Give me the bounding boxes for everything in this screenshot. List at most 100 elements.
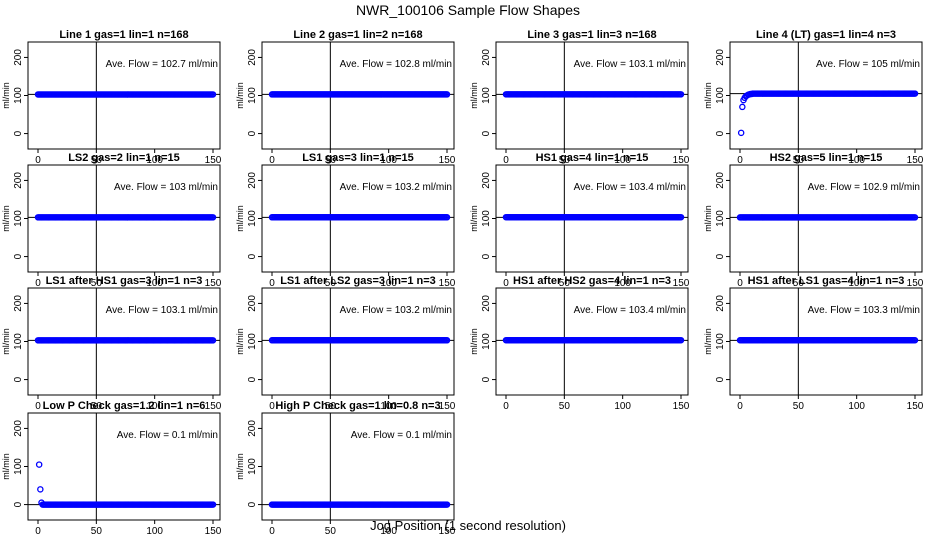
panel-4: Line 4 (LT) gas=1 lin=4 n=3 0 50 100 150 0 100… (703, 29, 924, 166)
x-tick-label: 50 (793, 155, 805, 166)
panel-11: HS1 after HS2 gas=4 lin=1 n=3 0 50 100 150 0 1… (469, 275, 690, 412)
y-tick-label: 0 (247, 501, 258, 507)
y-tick-label: 100 (715, 210, 726, 227)
average-flow-label: Ave. Flow = 103.1 ml/min (106, 305, 218, 316)
x-tick-label: 0 (269, 526, 275, 537)
panel-title: Low P Check gas=1.2 lin=1 n=6 (43, 400, 206, 412)
x-tick-label: 0 (35, 526, 41, 537)
data-point (209, 501, 217, 508)
panel-14: High P Check gas=1 lin=0.8 n=30 50 100 1500… (235, 400, 456, 537)
data-point (677, 213, 685, 221)
x-tick-label: 100 (146, 401, 163, 412)
x-tick-label: 150 (439, 401, 456, 412)
data-point (35, 461, 43, 468)
average-flow-label: Ave. Flow = 103.4 ml/min (574, 305, 686, 316)
x-tick-label: 150 (673, 401, 690, 412)
y-axis-label: ml/min (1, 205, 11, 232)
x-tick-label: 100 (146, 155, 163, 166)
data-point (911, 214, 919, 221)
average-flow-label: Ave. Flow = 103.1 ml/min (574, 59, 686, 70)
x-tick-label: 100 (146, 278, 163, 289)
x-tick-label: 0 (269, 278, 275, 289)
x-tick-label: 150 (907, 278, 924, 289)
y-tick-label: 100 (247, 87, 258, 104)
data-point (209, 91, 217, 98)
y-tick-label: 100 (247, 210, 258, 227)
average-flow-label: Ave. Flow = 0.1 ml/min (351, 430, 452, 441)
y-axis-label: ml/min (235, 205, 245, 232)
panel-13: Low P Check gas=1.2 lin=1 n=60 50 100 15001… (1, 400, 222, 537)
y-axis-label: ml/min (1, 82, 11, 109)
y-tick-label: 0 (247, 253, 258, 259)
y-tick-label: 200 (481, 295, 492, 312)
panel-title: LS1 gas=3 lin=1 n=15 (302, 152, 414, 164)
y-tick-label: 100 (715, 333, 726, 350)
average-flow-label: Ave. Flow = 102.9 ml/min (808, 182, 920, 193)
panel-title: Line 3 gas=1 lin=3 n=168 (527, 29, 656, 41)
panel-title: Line 2 gas=1 lin=2 n=168 (293, 29, 422, 41)
data-point (739, 103, 746, 111)
y-axis-label: ml/min (703, 82, 713, 109)
panel-title: Line 1 gas=1 lin=1 n=168 (59, 29, 188, 41)
y-tick-label: 200 (715, 295, 726, 312)
y-tick-label: 100 (13, 87, 24, 104)
y-tick-label: 200 (715, 172, 726, 189)
average-flow-label: Ave. Flow = 0.1 ml/min (117, 430, 218, 441)
y-axis-label: ml/min (235, 328, 245, 355)
panel-title: LS1 after LS2 gas=3 lin=1 n=3 (280, 275, 436, 287)
x-tick-label: 0 (35, 401, 41, 412)
x-tick-label: 50 (325, 526, 337, 537)
panel-title: LS2 gas=2 lin=1 n=15 (68, 152, 180, 164)
x-tick-label: 150 (439, 155, 456, 166)
x-tick-label: 100 (614, 278, 631, 289)
panel-9: LS1 after HS1 gas=3 lin=1 n=3 0 50 100 150 0 1… (1, 275, 222, 412)
y-tick-label: 0 (715, 376, 726, 382)
data-point (911, 336, 919, 344)
x-tick-label: 50 (91, 155, 103, 166)
y-tick-label: 0 (481, 130, 492, 136)
x-tick-label: 0 (503, 278, 509, 289)
panel-5: LS2 gas=2 lin=1 n=15 0 50 100 150 0 100 200 ml/m… (1, 152, 222, 289)
x-tick-label: 0 (503, 155, 509, 166)
average-flow-label: Ave. Flow = 103.2 ml/min (340, 305, 452, 316)
data-point (443, 337, 451, 344)
x-tick-label: 100 (614, 155, 631, 166)
x-tick-label: 0 (737, 155, 743, 166)
x-tick-label: 50 (325, 155, 337, 166)
x-tick-label: 100 (614, 401, 631, 412)
average-flow-label: Ave. Flow = 103 ml/min (114, 182, 218, 193)
y-tick-label: 200 (13, 172, 24, 189)
y-tick-label: 0 (481, 253, 492, 259)
data-point (911, 90, 919, 97)
y-axis-label: ml/min (1, 453, 11, 480)
x-tick-label: 50 (325, 278, 337, 289)
panel-title: Line 4 (LT) gas=1 lin=4 n=3 (756, 29, 896, 41)
data-point (37, 486, 44, 493)
x-tick-label: 50 (91, 526, 103, 537)
y-axis-label: ml/min (235, 82, 245, 109)
x-tick-label: 0 (269, 155, 275, 166)
x-tick-label: 50 (91, 401, 103, 412)
x-tick-label: 0 (737, 401, 743, 412)
x-tick-label: 50 (793, 278, 805, 289)
y-tick-label: 100 (481, 87, 492, 104)
y-axis-label: ml/min (1, 328, 11, 355)
y-tick-label: 100 (13, 333, 24, 350)
x-tick-label: 150 (907, 401, 924, 412)
y-tick-label: 0 (247, 376, 258, 382)
y-tick-label: 100 (481, 333, 492, 350)
x-tick-label: 150 (673, 278, 690, 289)
x-tick-label: 0 (269, 401, 275, 412)
y-tick-label: 0 (13, 376, 24, 382)
x-tick-label: 150 (205, 278, 222, 289)
y-axis-label: ml/min (235, 453, 245, 480)
x-tick-label: 100 (380, 278, 397, 289)
x-axis-label: Jog Position (1 second resolution) (370, 518, 566, 533)
x-tick-label: 150 (673, 155, 690, 166)
x-tick-label: 50 (793, 401, 805, 412)
y-tick-label: 0 (247, 130, 258, 136)
average-flow-label: Ave. Flow = 103.3 ml/min (808, 305, 920, 316)
y-tick-label: 200 (247, 49, 258, 66)
data-point (443, 91, 451, 98)
x-tick-label: 150 (439, 278, 456, 289)
